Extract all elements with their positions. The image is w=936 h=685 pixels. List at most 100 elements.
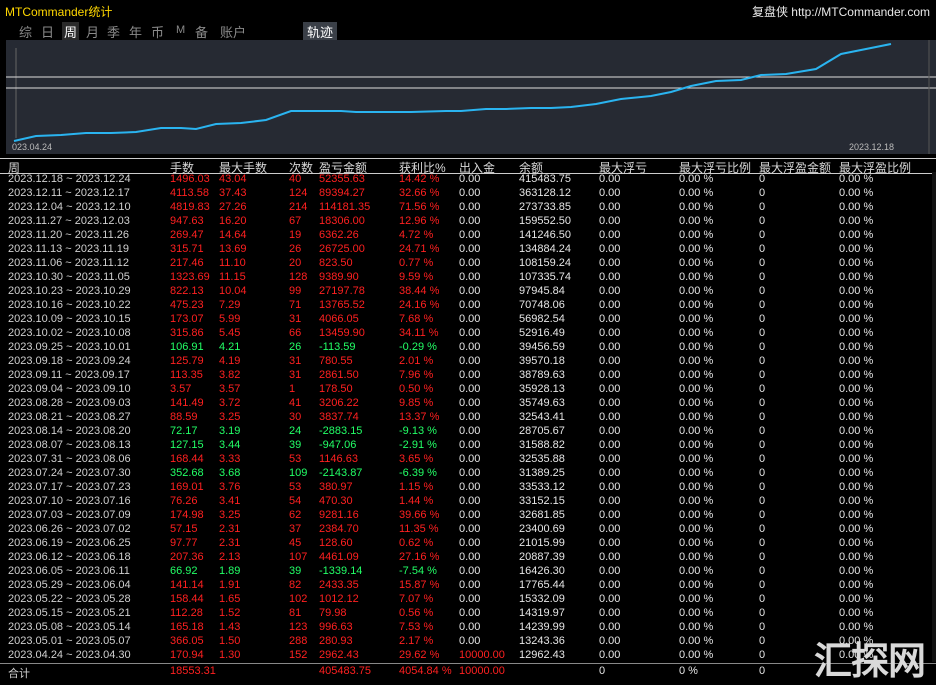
table-row[interactable]: 2023.10.09 ~ 2023.10.15 173.07 5.99 31 4066.… [0,313,936,327]
table-row[interactable]: 2023.05.29 ~ 2023.06.04 141.14 1.91 82 2433.… [0,579,936,593]
table-row[interactable]: 2023.07.31 ~ 2023.08.06 168.44 3.33 53 1146.… [0,453,936,467]
cell-week: 2023.05.22 ~ 2023.05.28 [8,593,131,605]
tab-overview[interactable]: 综 [19,25,33,40]
cell-deposit: 0.00 [459,243,481,255]
cell-lots: 165.18 [170,621,204,633]
cell-balance: 21015.99 [519,537,565,549]
table-row[interactable]: 2023.09.18 ~ 2023.09.24 125.79 4.19 31 780.5… [0,355,936,369]
table-row[interactable]: 2023.08.28 ~ 2023.09.03 141.49 3.72 41 3206.… [0,397,936,411]
cell-max-float-loss-ratio: 0.00 % [679,621,714,633]
table-row[interactable]: 2023.05.15 ~ 2023.05.21 112.28 1.52 81 79.98… [0,607,936,621]
cell-profit-ratio: 34.11 % [399,327,439,339]
cell-pnl: 52355.63 [319,173,365,185]
table-row[interactable]: 2023.08.21 ~ 2023.08.27 88.59 3.25 30 3837.7… [0,411,936,425]
col-max-float-gain[interactable]: 最大浮盈金额 [759,161,832,175]
tab-currency[interactable]: 币 [151,25,165,40]
cell-week: 2023.07.31 ~ 2023.08.06 [8,453,131,465]
tab-account[interactable]: 账户 [220,25,247,40]
col-balance[interactable]: 余额 [519,161,544,175]
col-pnl[interactable]: 盈亏金额 [319,161,368,175]
cell-deposit: 0.00 [459,201,481,213]
table-row[interactable]: 2023.10.30 ~ 2023.11.05 1323.69 11.15 128 93… [0,271,936,285]
table-row[interactable]: 2023.10.23 ~ 2023.10.29 822.13 10.04 99 2719… [0,285,936,299]
table-row[interactable]: 2023.04.24 ~ 2023.04.30 170.94 1.30 152 2962… [0,649,936,663]
cell-pnl: 9389.90 [319,271,359,283]
cell-deposit: 0.00 [459,467,481,479]
col-deposit[interactable]: 出入金 [459,161,496,175]
tab-notes[interactable]: 备 [195,25,209,40]
table-row[interactable]: 2023.07.24 ~ 2023.07.30 352.68 3.68 109 -214… [0,467,936,481]
table-row[interactable]: 2023.10.16 ~ 2023.10.22 475.23 7.29 71 13765… [0,299,936,313]
col-max-lots[interactable]: 最大手数 [219,161,268,175]
tab-m[interactable]: M [176,24,186,36]
cell-lots: 127.15 [170,439,204,451]
table-row[interactable]: 2023.07.03 ~ 2023.07.09 174.98 3.25 62 9281.… [0,509,936,523]
tab-month[interactable]: 月 [86,25,100,40]
table-row[interactable]: 2023.06.05 ~ 2023.06.11 66.92 1.89 39 -1339.… [0,565,936,579]
col-lots[interactable]: 手数 [170,161,195,175]
tab-track[interactable]: 轨迹 [303,22,338,41]
table-row[interactable]: 2023.11.06 ~ 2023.11.12 217.46 11.10 20 823.… [0,257,936,271]
cell-max-float-loss: 0.00 [599,495,621,507]
table-row[interactable]: 2023.12.11 ~ 2023.12.17 4113.58 37.43 124 89… [0,187,936,201]
cell-balance: 39456.59 [519,341,565,353]
table-row[interactable]: 2023.08.07 ~ 2023.08.13 127.15 3.44 39 -947.… [0,439,936,453]
cell-max-float-gain-ratio: 0.00 % [839,481,874,493]
cell-lots: 125.79 [170,355,204,367]
cell-lots: 158.44 [170,593,204,605]
col-profit-ratio[interactable]: 获利比% [399,161,446,175]
cell-pnl: 1012.12 [319,593,359,605]
table-row[interactable]: 2023.09.25 ~ 2023.10.01 106.91 4.21 26 -113.… [0,341,936,355]
cell-max-float-gain: 0 [759,369,766,381]
table-row[interactable]: 2023.06.12 ~ 2023.06.18 207.36 2.13 107 4461… [0,551,936,565]
tab-week[interactable]: 周 [62,22,80,41]
cell-lots: 822.13 [170,285,204,297]
cell-count: 152 [289,649,308,661]
table-row[interactable]: 2023.05.01 ~ 2023.05.07 366.05 1.50 288 280.… [0,635,936,649]
cell-lots: 352.68 [170,467,204,479]
cell-max-lots: 3.25 [219,411,241,423]
cell-max-float-loss-ratio: 0.00 % [679,257,714,269]
tab-quarter[interactable]: 季 [107,25,121,40]
cell-max-float-gain-ratio: 0.00 % [839,299,874,311]
total-label: 合计 [8,668,30,680]
cell-max-float-loss-ratio: 0.00 % [679,215,714,227]
table-row[interactable]: 2023.11.13 ~ 2023.11.19 315.71 13.69 26 2672… [0,243,936,257]
table-row[interactable]: 2023.09.04 ~ 2023.09.10 3.57 3.57 1 178.50 0.… [0,383,936,397]
col-count[interactable]: 次数 [289,161,314,175]
table-row[interactable]: 2023.09.11 ~ 2023.09.17 113.35 3.82 31 2861.… [0,369,936,383]
table-row[interactable]: 2023.06.19 ~ 2023.06.25 97.77 2.31 45 128.60… [0,537,936,551]
scrollbar[interactable] [932,172,936,662]
table-header: 周 手数 最大手数 次数 盈亏金额 获利比% 出入金 余额 最大浮亏 最大浮亏比… [0,158,936,175]
brand-link[interactable]: 复盘侠 http://MTCommander.com [751,5,930,19]
weekly-stats-table: 2023.12.18 ~ 2023.12.24 1496.03 43.04 40 523… [0,173,936,663]
table-row[interactable]: 2023.05.22 ~ 2023.05.28 158.44 1.65 102 1012… [0,593,936,607]
cell-balance: 56982.54 [519,313,565,325]
cell-deposit: 0.00 [459,635,481,647]
cell-max-lots: 1.91 [219,579,241,591]
cell-max-float-loss-ratio: 0.00 % [679,285,714,297]
col-week[interactable]: 周 [8,161,21,175]
cell-profit-ratio: 39.66 % [399,509,440,521]
table-row[interactable]: 2023.08.14 ~ 2023.08.20 72.17 3.19 24 -2883.… [0,425,936,439]
cell-max-float-gain: 0 [759,257,766,269]
table-row[interactable]: 2023.11.27 ~ 2023.12.03 947.63 16.20 67 1830… [0,215,936,229]
col-max-float-gain-ratio[interactable]: 最大浮盈比例 [839,161,912,175]
cell-max-float-gain: 0 [759,607,766,619]
tab-year[interactable]: 年 [129,25,143,40]
col-max-float-loss-ratio[interactable]: 最大浮亏比例 [679,161,752,175]
cell-week: 2023.09.04 ~ 2023.09.10 [8,383,131,395]
cell-max-lots: 27.26 [219,201,247,213]
table-row[interactable]: 2023.07.10 ~ 2023.07.16 76.26 3.41 54 470.30… [0,495,936,509]
cell-balance: 273733.85 [519,201,571,213]
table-row[interactable]: 2023.10.02 ~ 2023.10.08 315.86 5.45 66 13459… [0,327,936,341]
table-row[interactable]: 2023.11.20 ~ 2023.11.26 269.47 14.64 19 6362… [0,229,936,243]
cell-week: 2023.08.28 ~ 2023.09.03 [8,397,131,409]
tab-day[interactable]: 日 [41,25,55,40]
col-max-float-loss[interactable]: 最大浮亏 [599,161,648,175]
table-row[interactable]: 2023.12.04 ~ 2023.12.10 4819.83 27.26 214 11… [0,201,936,215]
table-row[interactable]: 2023.12.18 ~ 2023.12.24 1496.03 43.04 40 523… [0,173,936,187]
table-row[interactable]: 2023.06.26 ~ 2023.07.02 57.15 2.31 37 2384.7… [0,523,936,537]
table-row[interactable]: 2023.05.08 ~ 2023.05.14 165.18 1.43 123 996.… [0,621,936,635]
table-row[interactable]: 2023.07.17 ~ 2023.07.23 169.01 3.76 53 380.9… [0,481,936,495]
